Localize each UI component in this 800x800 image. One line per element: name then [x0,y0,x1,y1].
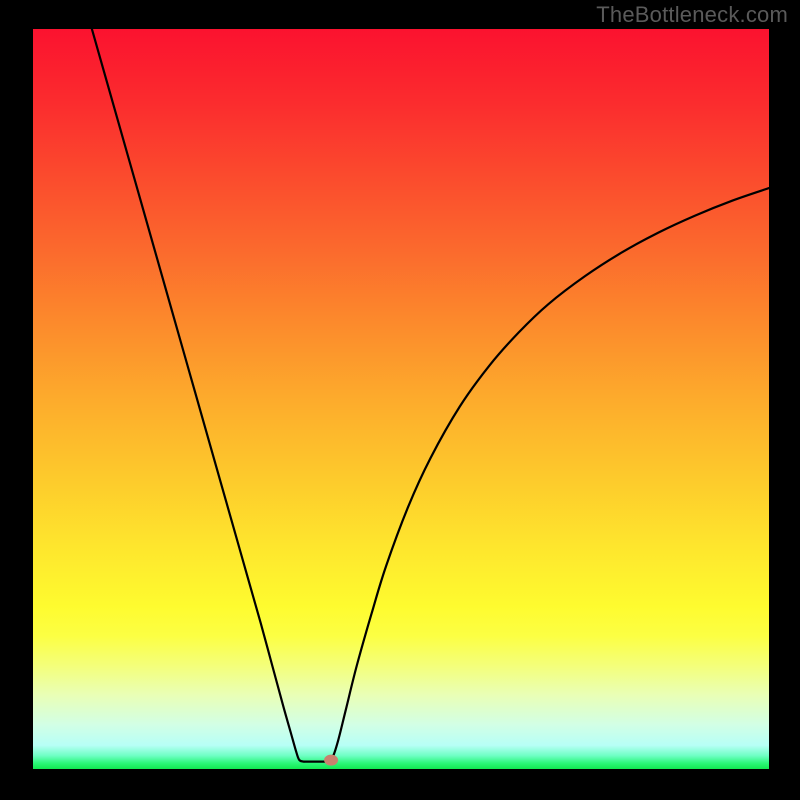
watermark-text: TheBottleneck.com [596,2,788,28]
plot-area [33,29,769,769]
gradient-background [33,29,769,769]
plot-svg [33,29,769,769]
optimum-marker [324,755,338,766]
chart-container: TheBottleneck.com [0,0,800,800]
